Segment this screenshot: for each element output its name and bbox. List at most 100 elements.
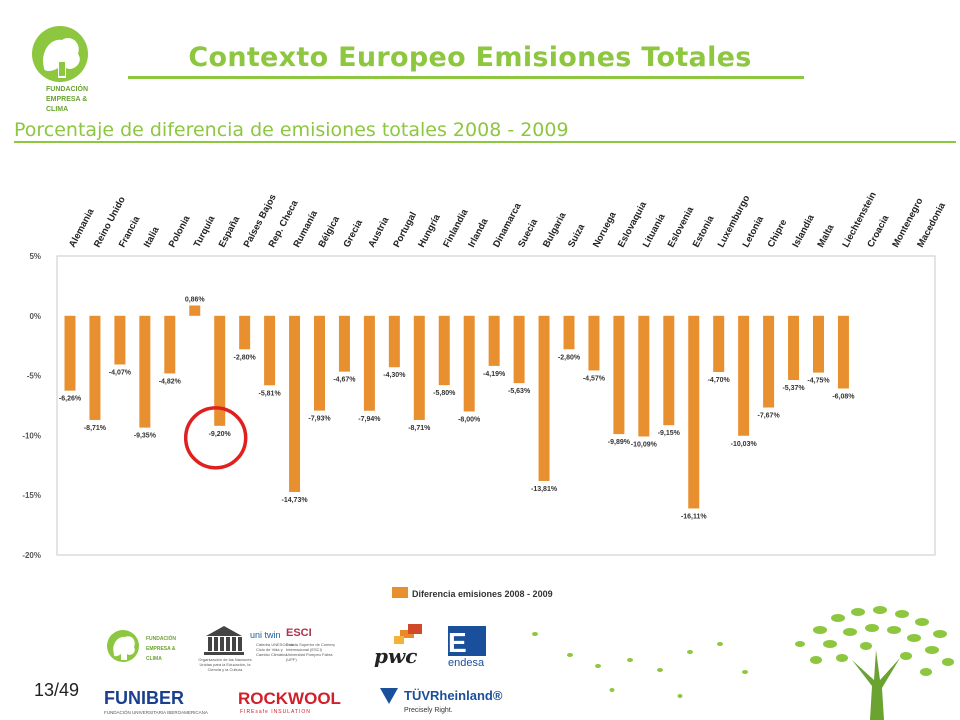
decorative-tree <box>795 606 954 720</box>
logo-line-3: CLIMA <box>46 106 69 113</box>
category-label: Lituania <box>641 211 668 249</box>
page-title: Contexto Europeo Emisiones Totales <box>188 42 752 73</box>
bar <box>314 315 325 411</box>
logo-line-1: FUNDACIÓN <box>46 86 88 93</box>
decorative-leaves <box>532 632 748 698</box>
bar-value-label: -5,37% <box>782 385 805 392</box>
bar <box>388 315 400 368</box>
small-logo-line-3: CLIMA <box>146 656 162 662</box>
bar-value-label: -9,89% <box>608 439 631 446</box>
funiber-name: FUNIBER <box>104 688 184 708</box>
bar <box>588 315 600 371</box>
category-label: Irlanda <box>466 216 491 249</box>
category-label: Croacia <box>865 213 891 250</box>
bar <box>488 315 500 366</box>
fundacion-logo <box>32 26 88 82</box>
bar-value-label: -4,30% <box>383 372 406 379</box>
small-logo-line-2: EMPRESA & <box>146 646 176 652</box>
bar <box>164 315 176 374</box>
category-label: Italia <box>142 224 162 249</box>
bar <box>239 315 251 350</box>
bar-value-label: -7,93% <box>308 416 331 423</box>
legend-label: Diferencia emisiones 2008 - 2009 <box>412 589 553 599</box>
category-label: Estonia <box>691 213 717 249</box>
logo-text: FUNDACIÓN EMPRESA & CLIMA <box>46 85 88 115</box>
category-label: Islandia <box>790 212 817 249</box>
bar-value-label: -10,03% <box>731 441 758 448</box>
bar-value-label: -6,26% <box>59 396 82 403</box>
bar <box>688 315 700 509</box>
bar <box>338 315 350 372</box>
title-divider <box>128 76 804 79</box>
category-label: Malta <box>815 222 836 249</box>
emissions-bar-chart: 5% 0% -5% -10% -15% -20% -6,26% -8,71% -4,07% -9… <box>22 190 948 599</box>
bar-value-label: -8,71% <box>408 425 431 432</box>
bar <box>763 315 775 408</box>
bar <box>438 315 450 386</box>
category-label: Portugal <box>391 210 419 249</box>
bar <box>837 315 849 389</box>
pwc-logo: pwc <box>374 624 422 668</box>
category-label: Grecia <box>341 217 365 249</box>
funiber-text: FUNDACIÓN UNIVERSITARIA IBEROAMERICANA <box>104 709 208 715</box>
bar-value-label: -9,15% <box>658 430 681 437</box>
bar-value-label: -14,73% <box>282 497 309 504</box>
rockwool-logo: ROCKWOOL FIREsafe INSULATION <box>238 689 341 715</box>
legend: Diferencia emisiones 2008 - 2009 <box>392 587 553 599</box>
endesa-logo: E endesa <box>448 626 486 669</box>
unesco-logo: Organización de las Naciones Unidas para… <box>198 626 252 672</box>
logo-tree-shape <box>43 37 80 78</box>
bar <box>538 315 550 481</box>
category-label: Austria <box>366 215 391 250</box>
bar-value-label: -7,67% <box>758 413 781 420</box>
bar-value-label: -8,71% <box>84 425 107 432</box>
y-axis: 5% 0% -5% -10% -15% -20% <box>22 252 41 560</box>
unitwin-text: Cátedra UNESCO de Ciclo de Vida y Cambio… <box>256 642 295 657</box>
svg-text:E: E <box>448 627 467 658</box>
esci-logo: ESCI Escola Superior de Comerç Internaci… <box>286 627 335 662</box>
bar <box>114 315 126 365</box>
bar-value-label: -4,75% <box>807 378 830 385</box>
tuv-logo: TÜVRheinland® Precisely Right. <box>380 688 503 714</box>
bar <box>613 315 625 435</box>
y-tick-label: -5% <box>27 372 41 381</box>
category-label: Letonia <box>741 214 767 250</box>
bar <box>663 315 675 426</box>
bar-value-label: -2,80% <box>558 354 581 361</box>
y-tick-label: -15% <box>22 491 41 500</box>
bar <box>788 315 800 381</box>
category-label: Hungría <box>416 212 443 249</box>
bar-value-label: -4,70% <box>708 377 731 384</box>
bar <box>89 315 101 420</box>
bar-value-label: -4,07% <box>109 369 132 376</box>
bar <box>189 305 201 316</box>
y-tick-label: 0% <box>29 312 41 321</box>
bar-value-label: -10,09% <box>631 441 658 448</box>
bar <box>139 315 151 428</box>
bar-value-label: -13,81% <box>531 486 558 493</box>
bar <box>413 315 425 420</box>
bar <box>513 315 525 384</box>
bars: -6,26% -8,71% -4,07% -9,35% -4,82% 0,86% -9,20… <box>59 297 855 521</box>
bar-value-label: -5,63% <box>508 388 531 395</box>
category-label: Suecia <box>516 217 540 250</box>
category-label: Francia <box>117 214 143 250</box>
chart-subtitle: Porcentaje de diferencia de emisiones to… <box>14 119 569 141</box>
logo-line-2: EMPRESA & <box>46 96 88 103</box>
bar <box>289 315 301 492</box>
legend-swatch <box>392 587 408 598</box>
fundacion-small-logo: FUNDACIÓN EMPRESA & CLIMA <box>107 630 176 662</box>
bar-value-label: -4,82% <box>159 378 182 385</box>
esci-name: ESCI <box>286 627 312 639</box>
bar <box>463 315 475 412</box>
unitwin-logo: uni twin Cátedra UNESCO de Ciclo de Vida… <box>250 630 295 657</box>
pwc-name: pwc <box>374 644 417 668</box>
esci-text: Escola Superior de Comerç Internacional … <box>286 642 335 662</box>
bar-value-label: -2,80% <box>234 354 257 361</box>
bar <box>813 315 824 373</box>
category-label: España <box>217 214 243 250</box>
y-tick-label: -20% <box>22 551 41 560</box>
subtitle-divider <box>14 141 956 143</box>
bar <box>563 315 575 350</box>
y-tick-label: 5% <box>29 252 41 261</box>
